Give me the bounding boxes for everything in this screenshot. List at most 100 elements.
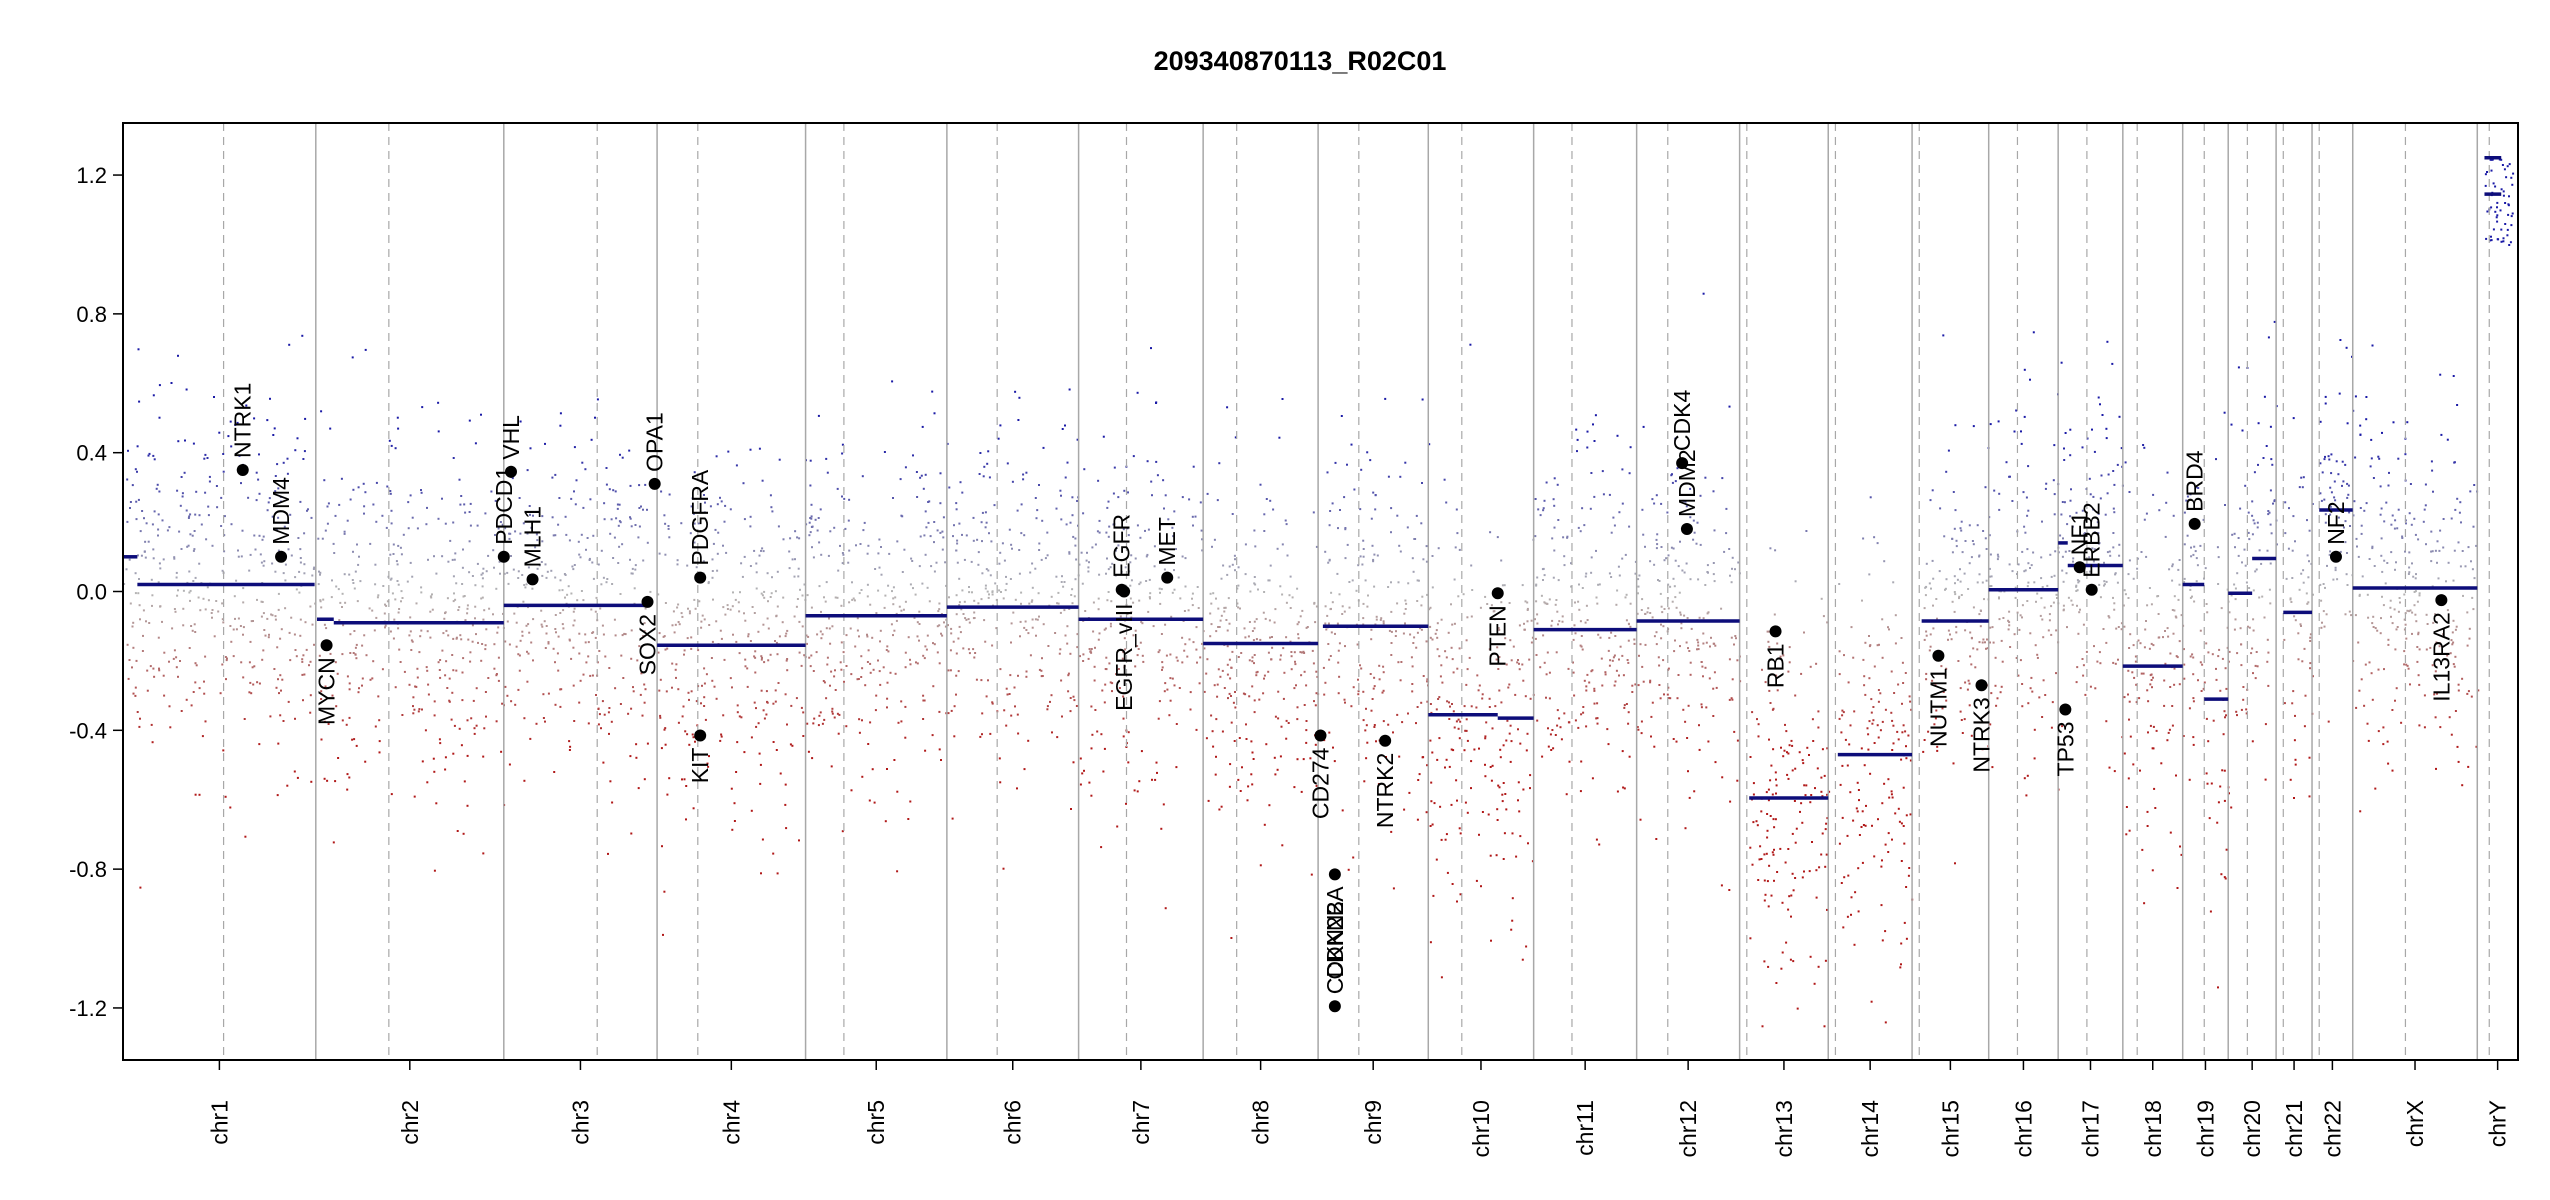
- probe-point: [2407, 667, 2410, 670]
- probe-point: [1905, 814, 1908, 817]
- probe-point: [2002, 617, 2005, 619]
- probe-point: [672, 610, 675, 613]
- probe-point: [811, 757, 814, 760]
- probe-point: [396, 580, 399, 582]
- probe-point: [991, 702, 994, 705]
- probe-point: [369, 678, 372, 681]
- probe-point: [1824, 959, 1827, 962]
- probe-point: [301, 660, 304, 663]
- probe-point: [831, 707, 834, 710]
- probe-point: [867, 544, 870, 547]
- probe-point: [545, 632, 548, 635]
- probe-point: [2445, 580, 2447, 583]
- probe-point: [200, 523, 203, 526]
- probe-point: [904, 651, 907, 654]
- probe-point: [2472, 525, 2475, 528]
- probe-point: [2299, 623, 2302, 626]
- probe-point: [2345, 346, 2348, 349]
- probe-point: [568, 740, 571, 743]
- probe-point: [2053, 444, 2056, 447]
- probe-point: [2379, 632, 2382, 635]
- probe-point: [1278, 436, 1281, 439]
- probe-point: [351, 356, 354, 359]
- probe-point: [2248, 587, 2251, 589]
- probe-point: [1633, 642, 1636, 645]
- probe-point: [452, 521, 455, 524]
- probe-point: [1236, 602, 1239, 605]
- probe-point: [685, 785, 688, 787]
- probe-point: [1371, 544, 1374, 547]
- probe-point: [180, 710, 183, 712]
- probe-point: [2401, 537, 2404, 539]
- probe-point: [1251, 685, 1254, 688]
- probe-point: [519, 420, 522, 423]
- probe-point: [1230, 695, 1232, 697]
- probe-point: [2394, 519, 2397, 522]
- probe-point: [492, 549, 495, 552]
- probe-point: [1629, 602, 1632, 605]
- probe-point: [262, 649, 265, 652]
- probe-point: [2346, 496, 2349, 499]
- probe-point: [840, 668, 843, 671]
- probe-point: [1850, 626, 1853, 629]
- probe-point: [1517, 728, 1519, 731]
- probe-point: [2009, 646, 2012, 648]
- probe-point: [1164, 623, 1167, 626]
- probe-point: [2108, 766, 2111, 769]
- probe-point: [2230, 806, 2233, 809]
- probe-point: [1707, 611, 1710, 614]
- probe-point: [2291, 702, 2294, 705]
- probe-point: [938, 608, 941, 611]
- probe-point: [2471, 596, 2474, 599]
- probe-point: [2323, 625, 2326, 628]
- probe-point: [1721, 776, 1724, 779]
- probe-point: [1234, 569, 1236, 572]
- probe-point: [1279, 654, 1282, 657]
- probe-point: [2454, 628, 2457, 631]
- probe-point: [1203, 647, 1206, 650]
- probe-point: [2288, 507, 2290, 510]
- probe-point: [504, 685, 507, 688]
- probe-point: [244, 835, 247, 838]
- probe-point: [788, 567, 791, 570]
- probe-point: [508, 643, 511, 646]
- probe-point: [517, 570, 520, 573]
- probe-point: [554, 703, 557, 706]
- probe-point: [193, 623, 196, 626]
- probe-point: [391, 592, 394, 595]
- probe-point: [168, 705, 171, 708]
- probe-point: [309, 660, 312, 663]
- probe-point: [1268, 619, 1271, 622]
- probe-point: [198, 687, 201, 690]
- probe-point: [378, 751, 381, 754]
- probe-point: [1429, 625, 1432, 628]
- probe-point: [352, 652, 355, 654]
- probe-point: [707, 582, 710, 585]
- probe-point: [1125, 802, 1127, 805]
- probe-point: [1527, 842, 1529, 845]
- probe-point: [921, 582, 924, 585]
- probe-point: [1508, 602, 1511, 604]
- probe-point: [1328, 524, 1331, 527]
- probe-point: [1676, 697, 1679, 700]
- probe-point: [1392, 731, 1394, 734]
- probe-point: [2477, 689, 2480, 692]
- probe-point: [1324, 681, 1327, 684]
- probe-point: [1730, 581, 1733, 584]
- probe-point: [1679, 540, 1681, 543]
- probe-point: [1436, 636, 1439, 639]
- probe-point: [1425, 640, 1428, 643]
- probe-point: [1518, 810, 1521, 813]
- probe-point: [2179, 845, 2181, 848]
- probe-point: [2059, 534, 2062, 537]
- probe-point: [1175, 548, 1177, 550]
- probe-point: [990, 540, 993, 543]
- probe-point: [743, 612, 745, 615]
- probe-point: [1344, 645, 1346, 648]
- probe-point: [2382, 743, 2385, 746]
- probe-point: [1452, 671, 1455, 674]
- probe-point: [797, 575, 800, 578]
- probe-point: [1843, 654, 1845, 657]
- probe-point: [497, 656, 500, 659]
- probe-point: [642, 508, 644, 511]
